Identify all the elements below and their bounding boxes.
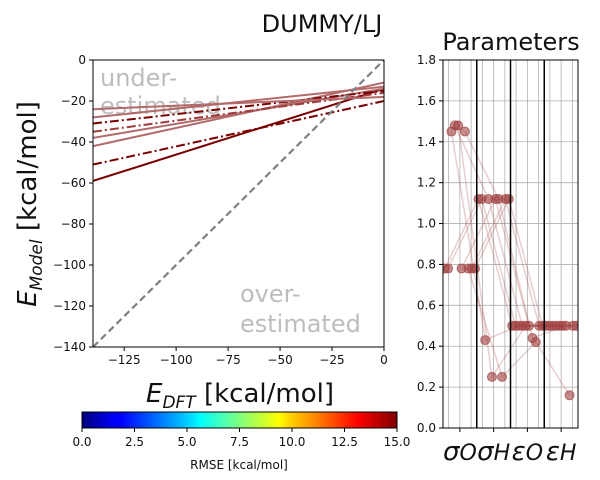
annotation-over-estimated: estimated [240, 310, 361, 338]
main-axes-frame [92, 59, 385, 348]
parameters-separators [476, 60, 545, 428]
parameters-axes-frame [442, 59, 579, 429]
annotation-under: under- [100, 64, 177, 92]
x-tick-label: −100 [160, 353, 193, 367]
parameters-y-tick-label: 1.0 [417, 217, 436, 231]
y-tick-label: −100 [53, 258, 86, 272]
parameter-trace-line [471, 196, 573, 327]
colorbar-tick-label: 5.0 [177, 435, 196, 449]
annotation-over: over- [240, 280, 301, 308]
colorbar-tick-label: 12.5 [331, 435, 358, 449]
parameters-y-tick-label: 0.2 [417, 380, 436, 394]
main-x-axis: −125 −100 −75 −50 −25 0 [108, 347, 388, 367]
model-line-3 [93, 81, 384, 148]
parameters-y-tick-label: 1.2 [417, 176, 436, 190]
parameters-x-tick-label: σH [477, 437, 510, 467]
colorbar-tick-label: 15.0 [384, 435, 411, 449]
parameter-point [503, 194, 514, 205]
model-line-7 [93, 85, 384, 119]
colorbar: 0.0 2.5 5.0 7.5 10.0 12.5 15.0 RMSE [kcal/mol] [72, 411, 410, 472]
parameters-x-tick-label: σO [443, 437, 477, 467]
colorbar-gradient [81, 411, 398, 429]
model-line-8 [93, 95, 384, 111]
main-annotations: under- estimated over- estimated [100, 64, 361, 338]
main-chart: under- estimated over- estimated −125 −10… [13, 53, 388, 413]
y-tick-label: −80 [61, 217, 86, 231]
colorbar-ticks: 0.0 2.5 5.0 7.5 10.0 12.5 15.0 [72, 428, 410, 449]
parameters-y-axis: 0.0 0.2 0.4 0.6 0.8 1.0 1.2 1.4 1.6 1.8 [417, 53, 443, 435]
y-tick-label: −140 [53, 340, 86, 354]
parameter-point [443, 263, 454, 274]
parameters-y-tick-label: 0.4 [417, 339, 436, 353]
parameter-point [497, 371, 508, 382]
parameter-point [530, 337, 541, 348]
parameter-point [571, 320, 578, 331]
parameters-y-tick-label: 0.6 [417, 298, 436, 312]
parameters-grid [443, 59, 578, 429]
colorbar-label: RMSE [kcal/mol] [190, 458, 288, 472]
parameters-x-tick-label: εH [546, 437, 577, 467]
x-tick-label: −25 [319, 353, 344, 367]
parameters-y-tick-label: 1.6 [417, 94, 436, 108]
parameters-y-tick-label: 1.4 [417, 135, 436, 149]
parameters-y-tick-label: 0.8 [417, 257, 436, 271]
x-tick-label: −75 [215, 353, 240, 367]
model-line-2 [93, 100, 384, 166]
main-y-axis-label: EModel [kcal/mol] [13, 101, 47, 307]
parameters-chart: Parameters 0.0 0.2 0.4 0.6 0.8 1.0 1.2 1.4 1.6 1.… [417, 28, 580, 467]
x-tick-label: −125 [108, 353, 141, 367]
y-tick-label: −20 [61, 94, 86, 108]
parameter-point [486, 371, 497, 382]
parameter-point [459, 126, 470, 137]
colorbar-tick-label: 10.0 [279, 435, 306, 449]
main-plot-area [93, 60, 384, 347]
parameter-point [470, 263, 481, 274]
parameters-title: Parameters [442, 28, 579, 56]
parameter-point [564, 390, 575, 401]
parameter-trace-line [464, 131, 567, 340]
parameter-point [453, 120, 464, 131]
parity-diagonal [93, 60, 384, 347]
main-x-axis-label: EDFT [kcal/mol] [146, 379, 334, 413]
y-tick-label: −40 [61, 135, 86, 149]
parameter-point [480, 335, 491, 346]
parameter-point [537, 320, 548, 331]
model-line-6 [93, 89, 384, 125]
parameters-x-tick-label: εO [512, 437, 543, 467]
parameter-trace-line [467, 268, 571, 396]
parameter-point [524, 320, 535, 331]
model-line-1 [93, 87, 384, 182]
colorbar-tick-label: 0.0 [72, 435, 91, 449]
figure-title: DUMMY/LJ [262, 10, 383, 38]
parameters-y-tick-label: 0.0 [417, 421, 436, 435]
parameters-x-axis: σO σH εO εH [443, 428, 576, 467]
parameters-traces [443, 120, 578, 401]
y-tick-label: 0 [78, 53, 86, 67]
colorbar-tick-label: 2.5 [125, 435, 144, 449]
y-tick-label: −120 [53, 299, 86, 313]
colorbar-tick-label: 7.5 [230, 435, 249, 449]
parameter-trace-1 [443, 194, 551, 331]
parameter-trace-line [474, 196, 577, 327]
x-tick-label: −50 [267, 353, 292, 367]
parameters-y-tick-label: 1.8 [417, 53, 436, 67]
y-tick-label: −60 [61, 176, 86, 190]
x-tick-label: 0 [380, 353, 388, 367]
main-y-axis: 0 −20 −40 −60 −80 −100 −120 −140 [53, 53, 93, 354]
